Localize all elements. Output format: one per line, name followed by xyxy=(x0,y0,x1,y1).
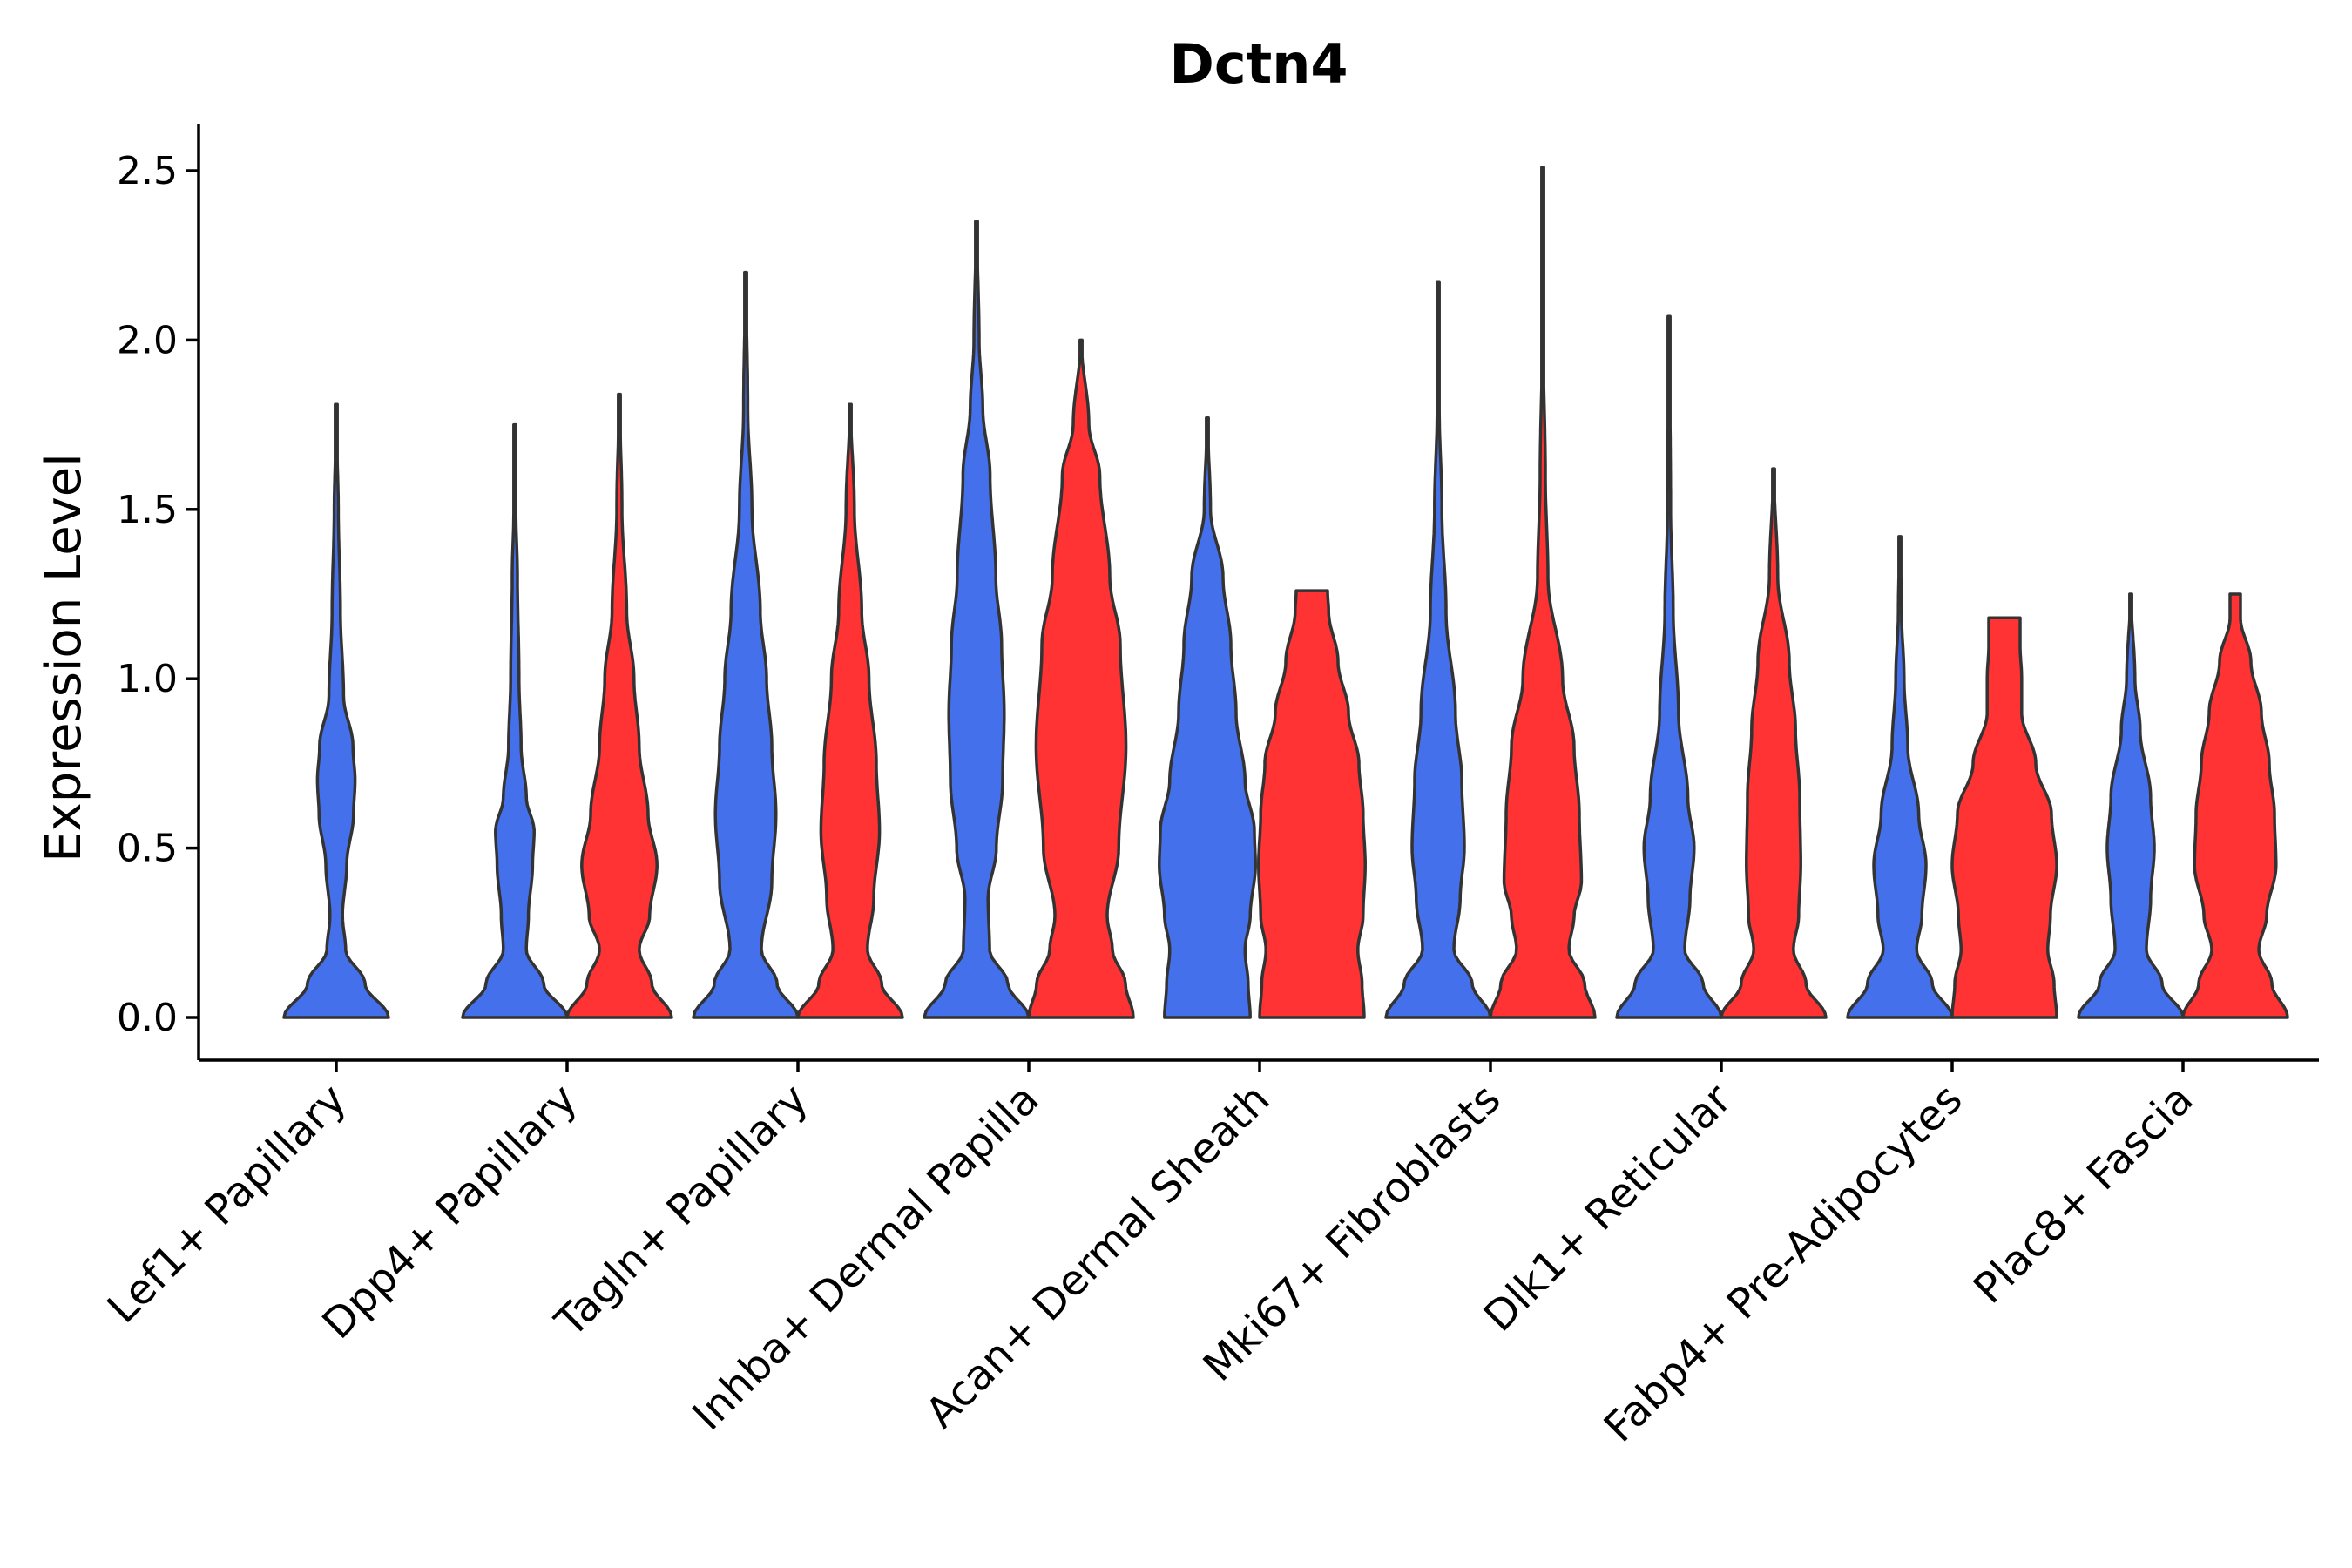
violin-group1 xyxy=(2077,592,2185,1019)
violin-group2 xyxy=(1257,589,1367,1019)
violin-group1 xyxy=(1615,314,1723,1019)
y-tick-label: 2.0 xyxy=(117,318,178,362)
chart-title: Dctn4 xyxy=(1169,32,1348,96)
violin-group1 xyxy=(282,402,390,1019)
x-tick-label: Dpp4+ Papillary xyxy=(313,1075,586,1348)
violin-group1 xyxy=(1384,280,1492,1019)
y-tick-label: 0.0 xyxy=(117,996,178,1040)
violin-group1 xyxy=(923,220,1031,1019)
violin-group2 xyxy=(1720,467,1828,1019)
violin-group2 xyxy=(565,392,673,1019)
violin-layer xyxy=(282,166,2289,1019)
violin-group2 xyxy=(796,402,904,1019)
y-axis-label: Expression Level xyxy=(36,453,92,862)
violin-group2 xyxy=(1027,338,1135,1019)
x-tick-label: Tagln+ Papillary xyxy=(545,1075,817,1347)
violin-group2 xyxy=(2181,592,2289,1019)
violin-group1 xyxy=(692,270,800,1019)
violin-group1 xyxy=(1158,416,1257,1019)
y-tick-label: 2.5 xyxy=(117,149,178,193)
x-tick-label: Lef1+ Papillary xyxy=(98,1075,356,1333)
y-tick-label: 1.5 xyxy=(117,488,178,532)
y-tick-label: 1.0 xyxy=(117,657,178,701)
violin-group2 xyxy=(1950,616,2058,1019)
violin-group1 xyxy=(1846,535,1954,1019)
x-tick-label: Dlk1+ Reticular xyxy=(1475,1075,1741,1342)
violin-group2 xyxy=(1489,166,1597,1019)
violin-group1 xyxy=(461,422,569,1019)
x-tick-label: Plac8+ Fascia xyxy=(1964,1075,2203,1314)
y-tick-label: 0.5 xyxy=(117,827,178,871)
